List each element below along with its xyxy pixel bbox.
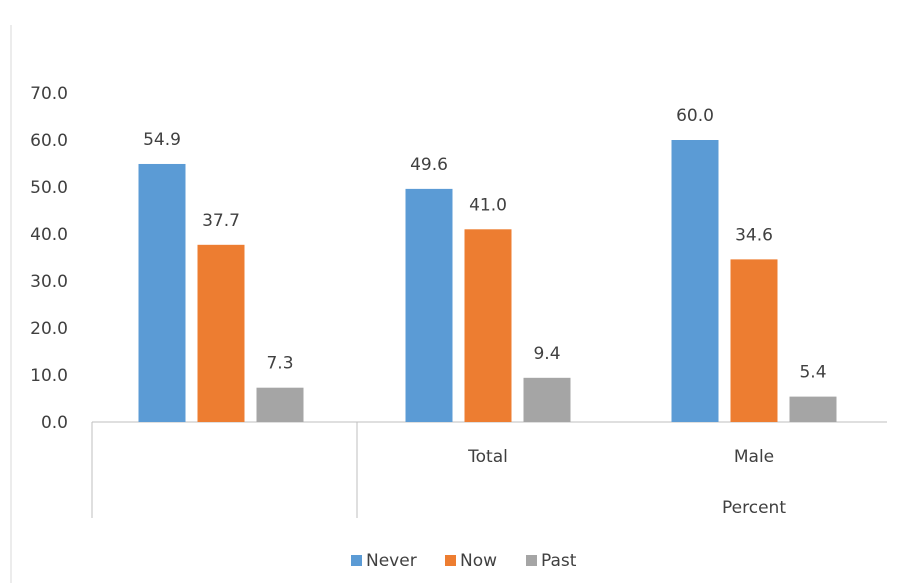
data-label: 49.6 — [410, 155, 448, 175]
y-tick-label: 30.0 — [30, 272, 68, 292]
legend-swatch-now — [445, 555, 456, 566]
data-label: 7.3 — [266, 354, 293, 374]
bar-never — [406, 189, 453, 422]
legend-label-now: Now — [460, 551, 497, 571]
bar-now — [465, 229, 512, 422]
data-label: 37.7 — [202, 211, 240, 231]
bar-past — [790, 397, 837, 422]
bar-never — [139, 164, 186, 422]
group-label: Percent — [722, 498, 786, 518]
y-tick-label: 70.0 — [30, 84, 68, 104]
data-label: 54.9 — [143, 130, 181, 150]
bar-past — [257, 388, 304, 422]
y-axis-tick-labels: 0.0 10.0 20.0 30.0 40.0 50.0 60.0 70.0 — [30, 84, 68, 433]
category-labels: Total Male — [467, 447, 774, 467]
legend-swatch-past — [526, 555, 537, 566]
bars — [139, 140, 837, 422]
bar-now — [198, 245, 245, 422]
y-tick-label: 40.0 — [30, 225, 68, 245]
legend: Never Now Past — [351, 551, 577, 571]
data-label: 34.6 — [735, 225, 773, 245]
bar-past — [524, 378, 571, 422]
y-tick-label: 60.0 — [30, 131, 68, 151]
category-label: Male — [734, 447, 774, 467]
data-label: 5.4 — [799, 363, 826, 383]
legend-label-never: Never — [366, 551, 417, 571]
category-label: Total — [467, 447, 508, 467]
y-tick-label: 10.0 — [30, 366, 68, 386]
bar-never — [672, 140, 719, 422]
y-tick-label: 0.0 — [41, 413, 68, 433]
data-label: 9.4 — [533, 344, 560, 364]
y-tick-label: 50.0 — [30, 178, 68, 198]
legend-swatch-never — [351, 555, 362, 566]
y-tick-label: 20.0 — [30, 319, 68, 339]
data-label: 41.0 — [469, 195, 507, 215]
bar-now — [731, 259, 778, 422]
legend-label-past: Past — [541, 551, 577, 571]
data-label: 60.0 — [676, 106, 714, 126]
